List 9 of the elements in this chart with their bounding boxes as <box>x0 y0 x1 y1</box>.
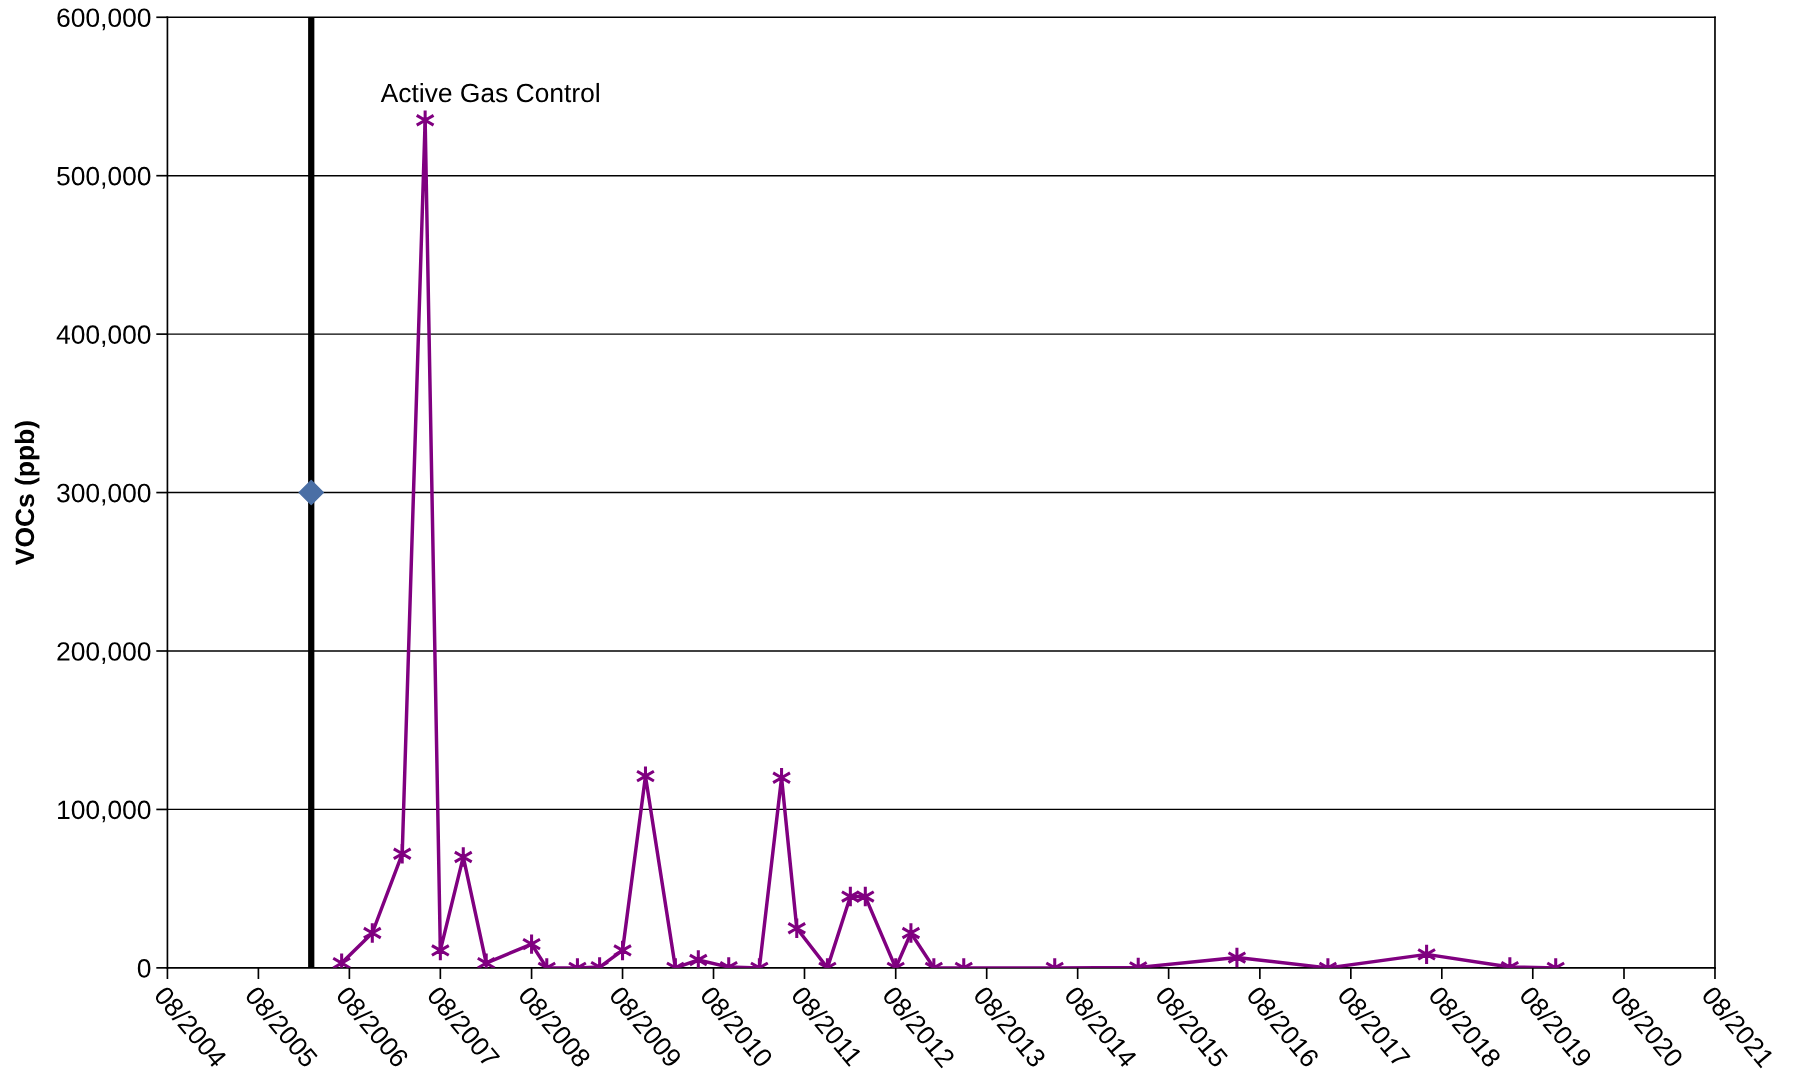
ref-line-label: Active Gas Control <box>380 82 599 103</box>
y-tick-label: 200,000 <box>57 642 151 664</box>
y-axis-title: VOCs (ppb) <box>14 421 40 565</box>
y-tick-label: 100,000 <box>58 800 151 823</box>
y-tick-label: 0 <box>137 959 151 978</box>
y-tick-label: 500,000 <box>57 166 151 189</box>
y-tick-label: 400,000 <box>56 325 151 348</box>
y-tick-label: 300,000 <box>57 483 151 506</box>
y-tick-label: 600,000 <box>57 8 151 31</box>
